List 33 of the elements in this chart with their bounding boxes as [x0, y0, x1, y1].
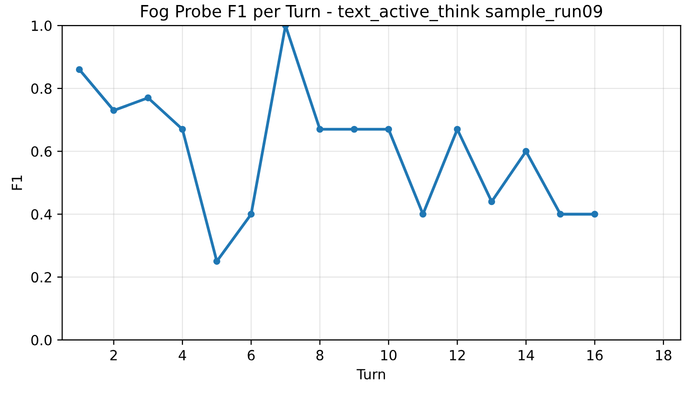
y-tick-label: 0.4: [31, 209, 52, 220]
x-tick-label: 18: [656, 350, 672, 360]
x-tick-label: 16: [587, 350, 603, 360]
point: [385, 126, 392, 133]
x-tick-label: 6: [248, 350, 255, 360]
y-tick-label: 0.8: [31, 83, 52, 94]
point: [454, 126, 461, 133]
x-tick-label: 8: [316, 350, 324, 360]
point: [248, 210, 255, 218]
point: [522, 148, 530, 155]
point: [110, 106, 118, 114]
point: [316, 126, 324, 133]
x-tick-label: 4: [178, 350, 186, 360]
x-tick-label: 14: [518, 350, 534, 360]
chart-title: Fog Probe F1 per Turn - text_active_think sample_run09: [141, 4, 602, 22]
y-tick-label: 1.0: [32, 20, 52, 32]
point: [76, 66, 83, 74]
y-tick-label: 0.0: [31, 334, 52, 346]
point: [144, 94, 152, 102]
x-tick-label: 2: [110, 350, 117, 360]
point: [178, 126, 186, 133]
y-tick-label: 0.2: [31, 272, 52, 283]
point: [591, 210, 598, 218]
point: [556, 210, 564, 218]
x-axis-title: Turn: [356, 369, 385, 380]
point: [419, 210, 426, 218]
x-tick-label: 12: [450, 350, 465, 360]
point: [488, 198, 496, 206]
y-tick-label: 0.6: [31, 146, 52, 157]
point: [350, 126, 358, 133]
y-axis-title: F1: [12, 176, 22, 190]
x-tick-label: 10: [381, 350, 397, 360]
point: [213, 258, 220, 265]
